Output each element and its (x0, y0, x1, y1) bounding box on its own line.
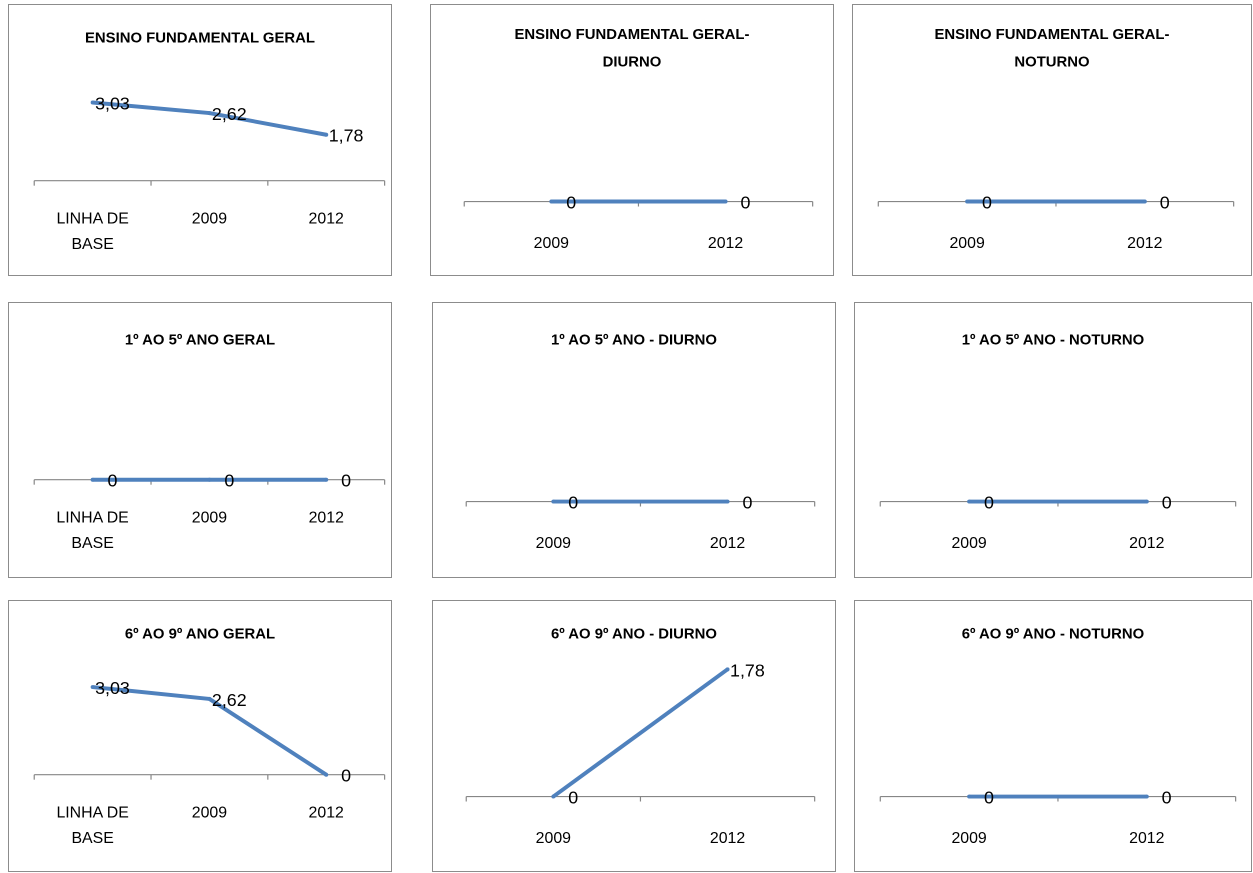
x-tick-label: BASE (71, 535, 113, 552)
x-tick-label: 2012 (708, 235, 743, 252)
x-tick-label: LINHA DE (56, 210, 128, 227)
data-label: 0 (341, 766, 351, 786)
data-point (207, 696, 212, 701)
x-tick-label: 2009 (949, 235, 984, 252)
chart-title: 6º AO 9º ANO - DIURNO (551, 627, 717, 643)
data-label: 0 (984, 788, 994, 808)
x-tick-label: 2012 (309, 509, 344, 526)
x-tick-label: LINHA DE (56, 804, 128, 821)
x-tick-label: BASE (71, 236, 113, 253)
data-point (725, 667, 730, 672)
chart-title: 6º AO 9º ANO GERAL (125, 627, 275, 643)
chart-panel: ENSINO FUNDAMENTAL GERAL LINHA DE BASE 2009… (8, 4, 392, 276)
chart-panel: 6º AO 9º ANO - DIURNO 2009 2012 0 1,78 (432, 600, 836, 872)
line-chart: 6º AO 9º ANO - NOTURNO 2009 2012 0 0 (879, 627, 1237, 847)
x-tick-label: 2012 (309, 210, 344, 227)
chart-panel: ENSINO FUNDAMENTAL GERAL- DIURNO 2009 2012 0… (430, 4, 834, 276)
chart-panel: 6º AO 9º ANO GERAL LINHA DE BASE 2009 2012 3,… (8, 600, 392, 872)
data-point (967, 794, 972, 799)
line-chart: 6º AO 9º ANO GERAL LINHA DE BASE 2009 2012 3,… (33, 627, 386, 847)
x-tick-label: 2012 (309, 804, 344, 821)
x-tick-label: 2012 (710, 535, 745, 552)
chart-panel: 1º AO 5º ANO GERAL LINHA DE BASE 2009 2012 0 0… (8, 302, 392, 578)
x-tick-label: 2009 (951, 830, 986, 847)
data-label: 0 (740, 192, 750, 212)
data-point (1144, 794, 1149, 799)
line-chart: 6º AO 9º ANO - DIURNO 2009 2012 0 1,78 (465, 627, 816, 847)
data-label: 0 (1162, 493, 1172, 513)
line-chart: ENSINO FUNDAMENTAL GERAL- DIURNO 2009 2012 0… (463, 27, 814, 252)
chart-title: 1º AO 5º ANO GERAL (125, 333, 275, 349)
chart-title: 1º AO 5º ANO - NOTURNO (962, 333, 1145, 349)
line-chart: ENSINO FUNDAMENTAL GERAL LINHA DE BASE 2009… (33, 31, 386, 253)
chart-panel: 6º AO 9º ANO - NOTURNO 2009 2012 0 0 (854, 600, 1252, 872)
line-chart: 1º AO 5º ANO - NOTURNO 2009 2012 0 0 (879, 333, 1237, 552)
data-point (90, 100, 95, 105)
chart-panel: 1º AO 5º ANO - NOTURNO 2009 2012 0 0 (854, 302, 1252, 578)
data-label: 0 (224, 471, 234, 491)
data-label: 3,03 (95, 93, 130, 113)
data-point (207, 111, 212, 116)
data-point (1144, 499, 1149, 504)
x-tick-label: 2009 (192, 804, 227, 821)
data-label: 0 (742, 493, 752, 513)
data-label: 0 (984, 493, 994, 513)
x-tick-label: 2012 (1129, 830, 1164, 847)
data-label: 3,03 (95, 678, 130, 698)
data-label: 0 (568, 788, 578, 808)
x-tick-label: 2009 (192, 509, 227, 526)
chart-title: 1º AO 5º ANO - DIURNO (551, 333, 717, 349)
data-point (967, 499, 972, 504)
data-point (551, 499, 556, 504)
x-tick-label: 2009 (536, 830, 571, 847)
line-chart: 1º AO 5º ANO - DIURNO 2009 2012 0 0 (465, 333, 816, 552)
data-point (324, 772, 329, 777)
data-point (1142, 199, 1147, 204)
data-point (723, 199, 728, 204)
data-label: 0 (108, 471, 118, 491)
x-tick-label: BASE (71, 830, 113, 847)
chart-title: ENSINO FUNDAMENTAL GERAL (85, 31, 315, 47)
line-chart: 1º AO 5º ANO GERAL LINHA DE BASE 2009 2012 0 0… (33, 333, 386, 552)
x-tick-label: 2009 (534, 235, 569, 252)
data-label: 0 (1160, 192, 1170, 212)
chart-title: ENSINO FUNDAMENTAL GERAL- (935, 27, 1170, 43)
chart-title: DIURNO (603, 55, 662, 71)
data-label: 2,62 (212, 104, 247, 124)
data-label: 0 (982, 192, 992, 212)
series-line (552, 667, 729, 799)
x-tick-label: LINHA DE (56, 509, 128, 526)
x-tick-label: 2009 (192, 210, 227, 227)
x-tick-label: 2009 (951, 535, 986, 552)
chart-panel: ENSINO FUNDAMENTAL GERAL- NOTURNO 2009 2012… (852, 4, 1252, 276)
data-point (324, 132, 329, 137)
data-label: 0 (568, 493, 578, 513)
data-point (549, 199, 554, 204)
data-point (90, 685, 95, 690)
chart-title: ENSINO FUNDAMENTAL GERAL- (515, 27, 750, 43)
x-tick-label: 2012 (1129, 535, 1164, 552)
data-label: 0 (341, 471, 351, 491)
data-point (965, 199, 970, 204)
x-tick-label: 2009 (536, 535, 571, 552)
data-label: 1,78 (730, 660, 765, 680)
line-chart: ENSINO FUNDAMENTAL GERAL- NOTURNO 2009 2012… (877, 27, 1235, 252)
chart-panel: 1º AO 5º ANO - DIURNO 2009 2012 0 0 (432, 302, 836, 578)
data-point (551, 794, 556, 799)
chart-title: NOTURNO (1014, 55, 1089, 71)
data-label: 0 (566, 192, 576, 212)
x-tick-label: 2012 (1127, 235, 1162, 252)
x-tick-label: 2012 (710, 830, 745, 847)
chart-title: 6º AO 9º ANO - NOTURNO (962, 627, 1145, 643)
data-point (90, 477, 95, 482)
data-point (324, 477, 329, 482)
data-point (725, 499, 730, 504)
data-label: 2,62 (212, 690, 247, 710)
data-label: 0 (1162, 788, 1172, 808)
data-point (207, 477, 212, 482)
data-label: 1,78 (329, 126, 364, 146)
